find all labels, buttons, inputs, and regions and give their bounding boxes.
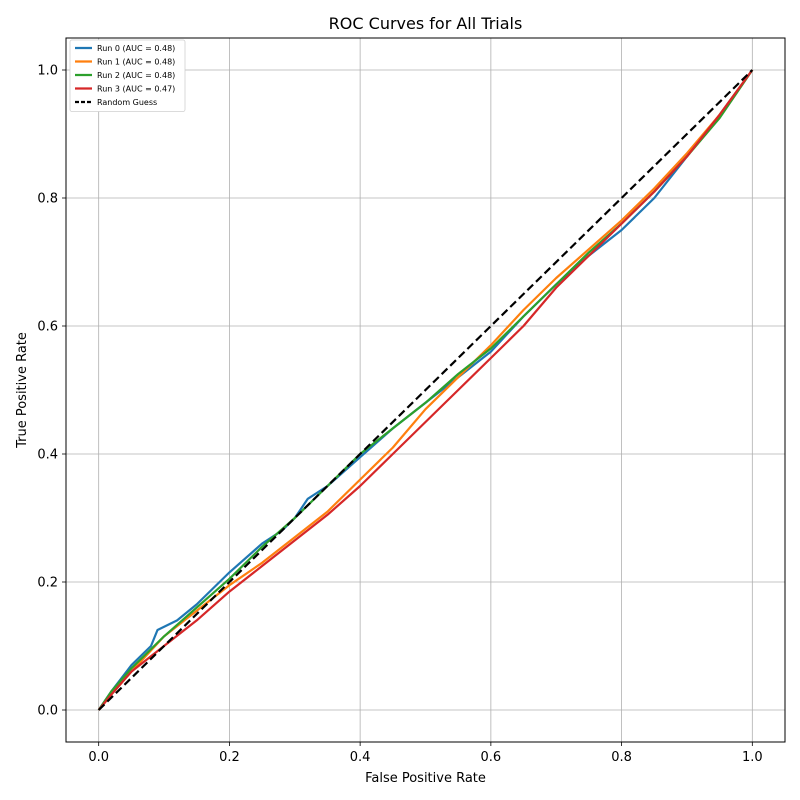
y-tick-label: 0.6 (37, 320, 58, 335)
y-tick-label: 0.2 (37, 576, 58, 591)
x-tick-label: 1.0 (742, 750, 763, 765)
legend: Run 0 (AUC = 0.48) Run 1 (AUC = 0.48) Run … (69, 39, 186, 112)
series-line-0 (97, 69, 754, 711)
random-guess-line (97, 69, 754, 711)
x-tick-label: 0.8 (611, 750, 632, 765)
legend-label: Run 0 (AUC = 0.48) (97, 44, 175, 53)
x-tick-label: 0.2 (219, 750, 240, 765)
series-layer (97, 69, 754, 711)
x-axis-title: False Positive Rate (365, 771, 486, 786)
y-tick-label: 0.4 (37, 448, 58, 463)
legend-label: Run 3 (AUC = 0.47) (97, 85, 175, 94)
grid (66, 38, 785, 742)
y-tick-label: 1.0 (37, 64, 58, 79)
x-tick-label: 0.0 (88, 750, 109, 765)
legend-label: Run 1 (AUC = 0.48) (97, 58, 175, 67)
y-axis-title: True Positive Rate (15, 332, 30, 449)
x-tick-label: 0.4 (350, 750, 371, 765)
plot-frame (65, 37, 786, 743)
ticks: 0.0 0.2 0.4 0.6 0.8 1.0 0.0 0.2 0.4 0.6 0.8 1.0 (37, 64, 762, 766)
legend-label: Random Guess (97, 98, 157, 107)
y-tick-label: 0.0 (37, 704, 58, 719)
legend-label: Run 2 (AUC = 0.48) (97, 71, 175, 80)
series-line-1 (97, 69, 754, 711)
y-tick-label: 0.8 (37, 192, 58, 207)
x-tick-label: 0.6 (481, 750, 502, 765)
legend-box (69, 39, 186, 112)
series-line-3 (97, 69, 754, 711)
chart-title: ROC Curves for All Trials (329, 14, 523, 33)
